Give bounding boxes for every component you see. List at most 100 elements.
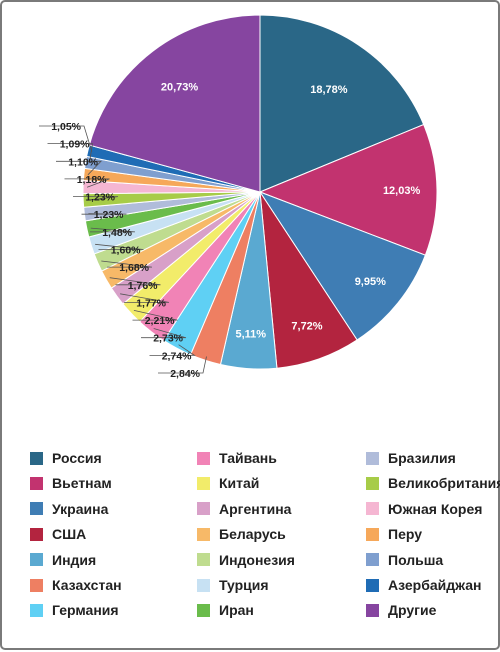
legend-swatch xyxy=(197,553,210,567)
leader-line xyxy=(56,160,102,176)
legend-item: Бразилия xyxy=(366,449,456,467)
legend-item: Вьетнам xyxy=(30,474,112,492)
leader-line xyxy=(120,293,170,303)
legend-label: Индонезия xyxy=(219,551,295,568)
legend-item: Азербайджан xyxy=(366,576,482,594)
legend-label: Россия xyxy=(52,450,102,466)
legend-label: Великобритания xyxy=(388,475,500,492)
legend-swatch xyxy=(366,603,379,617)
legend-label: Бразилия xyxy=(388,450,456,466)
data-label: 1,68% xyxy=(119,262,149,274)
pie-slice xyxy=(258,190,426,341)
legend-swatch xyxy=(197,578,210,592)
legend-item: Иран xyxy=(197,601,254,619)
data-label: 1,05% xyxy=(51,121,81,133)
legend-swatch xyxy=(366,527,379,541)
legend-label: Казахстан xyxy=(52,577,122,593)
legend-swatch xyxy=(197,502,210,516)
legend-item: Беларусь xyxy=(197,525,286,543)
data-label: 1,60% xyxy=(111,245,141,257)
legend-swatch xyxy=(366,451,379,465)
legend-item: Аргентина xyxy=(197,500,291,518)
leader-line xyxy=(81,213,127,215)
legend-swatch xyxy=(30,451,43,465)
data-label: 1,77% xyxy=(136,297,166,309)
data-label: 12,03% xyxy=(383,185,421,197)
leader-line xyxy=(101,260,153,268)
pie-chart: 18,78% 12,03% 9,95% 7,72% 5,11% 20,73% 2,84% 2,… xyxy=(39,14,438,380)
data-label: 1,10% xyxy=(68,156,98,168)
legend-item: Германия xyxy=(30,601,119,619)
legend-label: Польша xyxy=(388,551,444,568)
pie-slice xyxy=(258,123,438,256)
legend-item: Другие xyxy=(366,601,436,619)
legend-swatch xyxy=(366,578,379,592)
legend-swatch xyxy=(30,502,43,516)
data-label: 1,48% xyxy=(102,227,132,239)
data-label: 2,21% xyxy=(145,315,175,327)
legend-item: Россия xyxy=(30,449,102,467)
legend-item: Великобритания xyxy=(366,474,500,492)
legend-label: США xyxy=(52,526,87,543)
data-label: 1,76% xyxy=(128,280,158,292)
data-label: 7,72% xyxy=(291,321,322,333)
legend-label: Другие xyxy=(388,602,437,619)
data-label: 20,73% xyxy=(161,81,199,93)
legend-item: Казахстан xyxy=(30,576,122,594)
data-label: 18,78% xyxy=(310,84,348,96)
legend-swatch xyxy=(30,476,43,490)
legend-swatch xyxy=(197,603,210,617)
legend-label: Турция xyxy=(219,577,269,593)
legend-swatch xyxy=(30,603,43,617)
leader-line xyxy=(73,196,119,201)
leader-line xyxy=(141,328,187,339)
slices xyxy=(82,14,438,370)
data-label: 5,11% xyxy=(236,328,267,340)
legend-item: Турция xyxy=(197,576,269,594)
legend-item: Индонезия xyxy=(197,551,295,569)
data-label: 1,23% xyxy=(85,192,115,204)
leader-lines xyxy=(39,125,207,374)
leader-line xyxy=(132,310,178,321)
slice-labels: 18,78% 12,03% 9,95% 7,72% 5,11% 20,73% 2,84% 2,… xyxy=(51,81,420,380)
legend-label: Китай xyxy=(219,475,260,492)
leader-line xyxy=(95,243,144,250)
legend-label: Иран xyxy=(219,602,254,619)
legend-label: Тайвань xyxy=(219,450,277,466)
leader-line xyxy=(47,143,93,164)
legend-item: Польша xyxy=(366,551,443,569)
legend-swatch xyxy=(366,553,379,567)
data-label: 1,18% xyxy=(77,174,107,186)
legend-label: Германия xyxy=(52,602,119,619)
legend-swatch xyxy=(366,502,379,516)
legend-label: Азербайджан xyxy=(388,577,482,593)
data-label: 2,84% xyxy=(170,368,200,380)
pie-slice xyxy=(259,14,425,193)
leader-line xyxy=(90,227,136,233)
legend-item: США xyxy=(30,525,86,543)
legend-swatch xyxy=(30,527,43,541)
legend-item: Украина xyxy=(30,500,108,518)
legend-swatch xyxy=(366,476,379,490)
legend-label: Индия xyxy=(52,551,97,568)
legend-label: Аргентина xyxy=(219,500,292,517)
legend-swatch xyxy=(30,578,43,592)
legend-swatch xyxy=(30,553,43,567)
legend-swatch xyxy=(197,476,210,490)
data-label: 1,23% xyxy=(94,209,124,221)
legend-item: Китай xyxy=(197,474,259,492)
data-label: 1,09% xyxy=(60,139,90,151)
legend-label: Вьетнам xyxy=(52,475,112,492)
data-label: 9,95% xyxy=(355,276,386,288)
legend-swatch xyxy=(197,451,210,465)
data-label: 2,73% xyxy=(153,333,183,345)
leader-line xyxy=(109,277,161,286)
legend-label: Украина xyxy=(52,500,109,517)
leader-line xyxy=(39,125,93,152)
legend-label: Южная Корея xyxy=(388,500,483,517)
leader-line xyxy=(149,344,196,356)
legend-item: Индия xyxy=(30,551,96,569)
legend-item: Южная Корея xyxy=(366,500,482,518)
legend-label: Беларусь xyxy=(219,526,286,543)
